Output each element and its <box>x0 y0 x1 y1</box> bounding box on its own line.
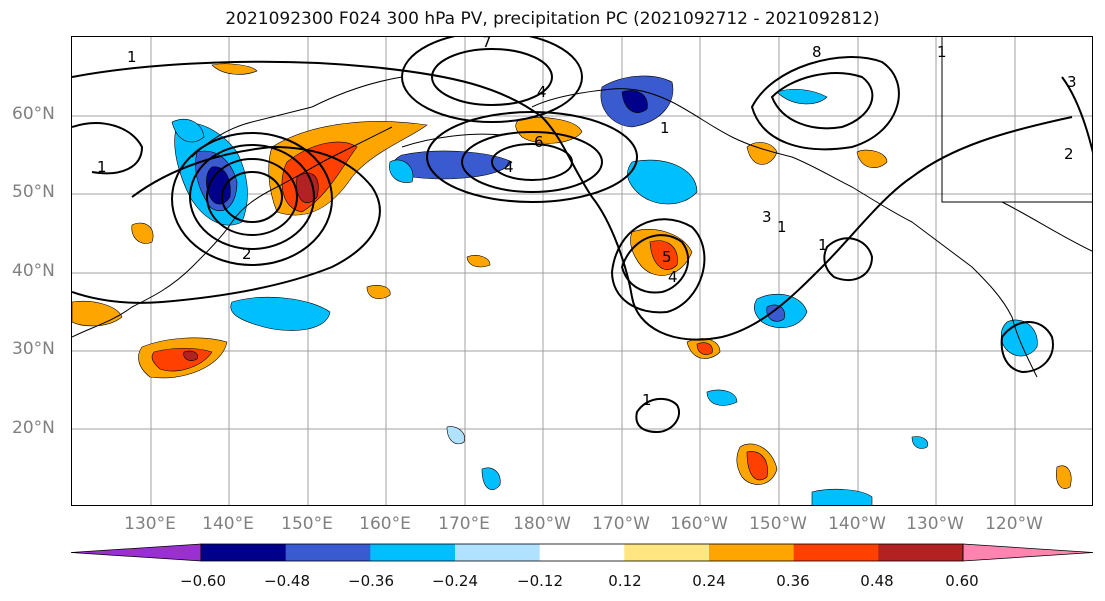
lon-label: 140°E <box>202 514 254 534</box>
lon-label: 140°W <box>828 514 886 534</box>
colorbar-tick: −0.48 <box>264 572 310 590</box>
colorbar-tick: −0.60 <box>180 572 226 590</box>
colorbar-tick: −0.12 <box>517 572 563 590</box>
colorbar-tick: 0.24 <box>692 572 726 590</box>
contour-label: 1 <box>777 218 787 236</box>
contour-label: 6 <box>534 133 544 151</box>
contour-label: 5 <box>662 248 672 266</box>
lat-label-50n: 50°N <box>12 182 55 202</box>
colorbar-tick: −0.36 <box>348 572 394 590</box>
colorbar-tick: 0.60 <box>945 572 979 590</box>
contour-label: 3 <box>762 208 772 226</box>
colorbar-segment <box>201 544 287 561</box>
contour-label: 1 <box>642 391 652 409</box>
contour-label: 4 <box>668 268 678 286</box>
lat-label-60n: 60°N <box>12 104 55 124</box>
lon-label: 130°W <box>906 514 964 534</box>
contour-label: 7 <box>482 37 492 51</box>
contour-label: 4 <box>537 83 547 101</box>
lon-label: 150°W <box>749 514 807 534</box>
colorbar-segment <box>285 544 371 561</box>
contour-label: 1 <box>818 236 828 254</box>
lon-label: 170°E <box>438 514 490 534</box>
colorbar-extend-low <box>70 543 202 562</box>
contour-label: 1 <box>97 158 107 176</box>
lon-label: 160°W <box>670 514 728 534</box>
colorbar-segment <box>878 544 964 561</box>
contour-label: 4 <box>504 158 514 176</box>
graticule <box>72 37 1092 505</box>
contour-label: 3 <box>1067 73 1077 91</box>
colorbar-segment <box>624 544 710 561</box>
lon-label: 120°W <box>985 514 1043 534</box>
lon-label: 130°E <box>124 514 176 534</box>
contour-label: 1 <box>660 119 670 137</box>
contour-label: 1 <box>937 43 947 61</box>
colorbar-segment <box>793 544 879 561</box>
colorbar-tick: 0.36 <box>776 572 810 590</box>
colorbar-extend-high <box>962 543 1094 562</box>
lat-label-40n: 40°N <box>12 261 55 281</box>
colorbar-segment <box>370 544 456 561</box>
colorbar-segment <box>455 544 541 561</box>
colorbar-outline <box>200 543 964 562</box>
map-title: 2021092300 F024 300 hPa PV, precipitatio… <box>225 9 880 29</box>
contour-labels: 1 1 2 4 4 6 1 3 1 1 5 4 1 3 2 1 8 7 <box>97 37 1077 409</box>
colorbar-tick: −0.24 <box>432 572 478 590</box>
lon-label: 170°W <box>592 514 650 534</box>
colorbar-segment <box>709 544 795 561</box>
contour-label: 8 <box>812 43 822 61</box>
map-panel: 1 1 2 4 4 6 1 3 1 1 5 4 1 3 2 1 8 7 <box>71 36 1093 506</box>
pv-contours <box>72 37 1092 434</box>
colorbar-tick: 0.48 <box>860 572 894 590</box>
contour-label: 2 <box>242 245 252 263</box>
colorbar-segment <box>539 544 625 561</box>
lat-label-30n: 30°N <box>12 339 55 359</box>
precipitation-shading <box>72 63 1072 505</box>
lon-label: 160°E <box>359 514 411 534</box>
contour-label: 2 <box>1064 145 1074 163</box>
colorbar-tick: 0.12 <box>608 572 642 590</box>
lat-label-20n: 20°N <box>12 418 55 438</box>
contour-label: 1 <box>127 48 137 66</box>
lon-label: 180°W <box>513 514 571 534</box>
map-canvas: 1 1 2 4 4 6 1 3 1 1 5 4 1 3 2 1 8 7 <box>72 37 1092 505</box>
lon-label: 150°E <box>281 514 333 534</box>
